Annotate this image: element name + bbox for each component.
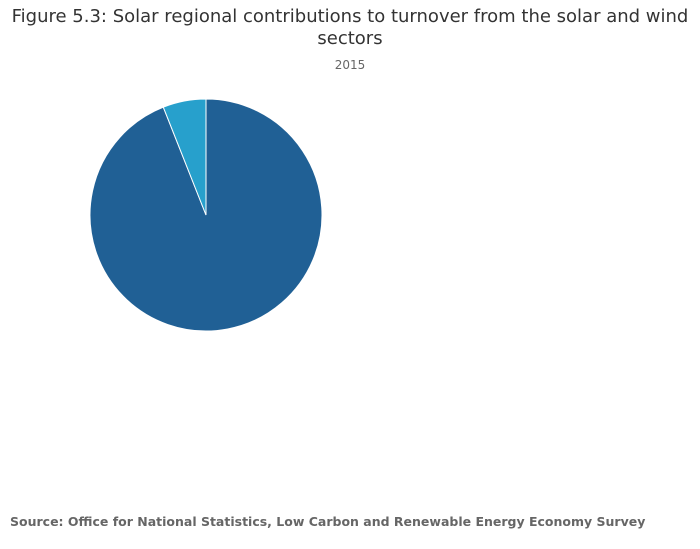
chart-subtitle: 2015 bbox=[334, 58, 366, 72]
pie-slices bbox=[89, 98, 323, 332]
pie-slice-1[interactable] bbox=[162, 98, 207, 216]
chart-title: Figure 5.3: Solar regional contributions… bbox=[0, 6, 700, 50]
chart-title-line-2: sectors bbox=[317, 28, 383, 49]
chart-title-line-1: Figure 5.3: Solar regional contributions… bbox=[11, 6, 689, 27]
source-note: Source: Office for National Statistics, … bbox=[10, 514, 646, 529]
